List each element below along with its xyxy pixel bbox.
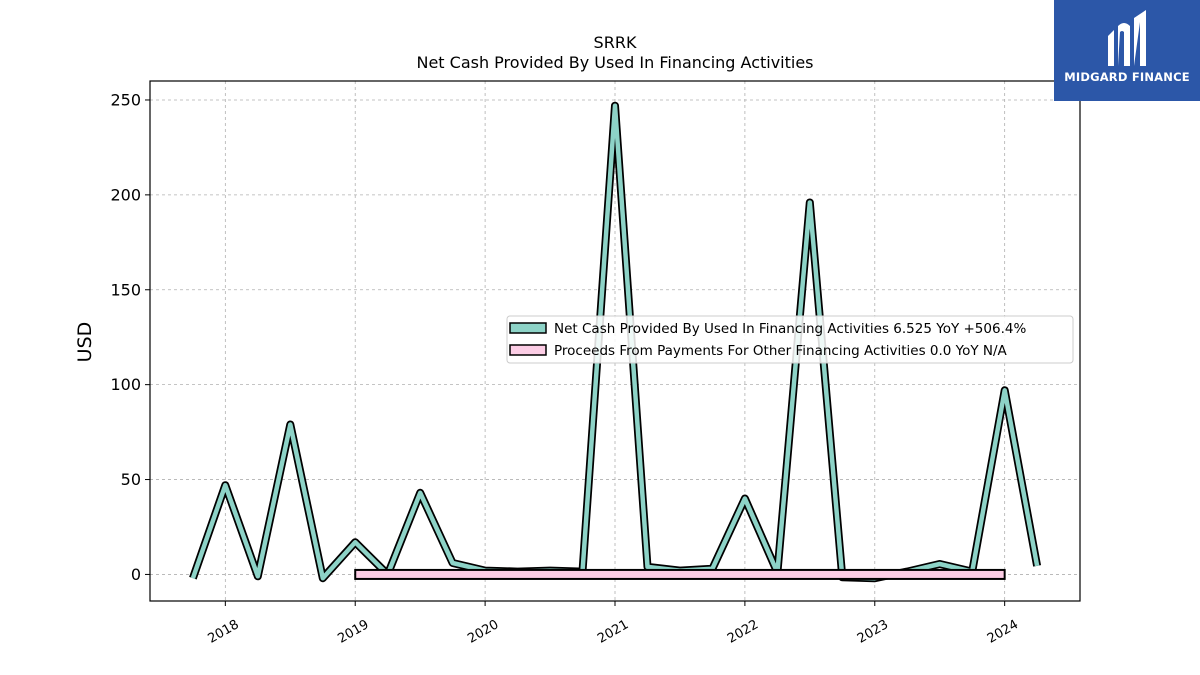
chart-subtitle: Net Cash Provided By Used In Financing A…: [416, 53, 813, 72]
y-tick-label: 100: [110, 375, 141, 394]
y-tick-label: 0: [131, 565, 141, 584]
legend-swatch-net-cash: [509, 322, 547, 334]
x-tick-label: 2019: [335, 617, 371, 647]
x-tick-label: 2023: [855, 617, 891, 647]
legend: Net Cash Provided By Used In Financing A…: [506, 315, 1074, 364]
logo-mark-icon: [1108, 10, 1146, 66]
series-layer: [189, 101, 1042, 583]
legend-swatch-proceeds: [509, 344, 547, 356]
series-proceeds-bar: [354, 568, 1006, 580]
y-tick-label: 50: [121, 470, 141, 489]
x-tick-label: 2018: [206, 617, 242, 647]
grid: [150, 81, 1080, 601]
chart-title: SRRK: [594, 33, 637, 52]
brand-logo: MIDGARD FINANCE: [1054, 0, 1200, 101]
logo-text: MIDGARD FINANCE: [1064, 70, 1190, 84]
legend-label-net-cash: Net Cash Provided By Used In Financing A…: [554, 321, 1026, 337]
x-tick-label: 2021: [595, 617, 631, 647]
y-tick-label: 200: [110, 185, 141, 204]
x-tick-label: 2020: [465, 617, 501, 647]
x-tick-label: 2022: [725, 617, 761, 647]
legend-label-proceeds: Proceeds From Payments For Other Financi…: [554, 343, 1008, 359]
ticks: 0 50 100 150 200 250 2018 2019 2020 2021 2022 2023 2…: [110, 90, 1021, 646]
y-tick-label: 250: [110, 90, 141, 109]
y-axis-label: USD: [74, 322, 96, 363]
y-tick-label: 150: [110, 280, 141, 299]
legend-frame: [506, 315, 1074, 364]
x-tick-label: 2024: [985, 617, 1021, 647]
